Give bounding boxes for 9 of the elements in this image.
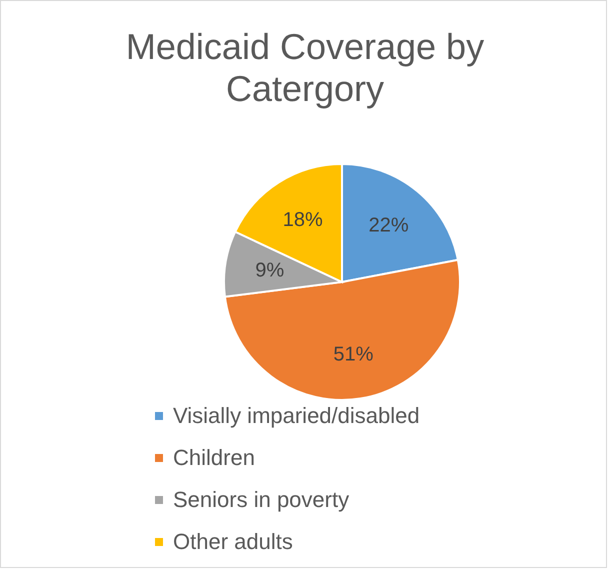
- legend-label: Other adults: [173, 529, 293, 555]
- data-label: 18%: [282, 209, 324, 232]
- legend-label: Visially imparied/disabled: [173, 403, 420, 429]
- data-label: 22%: [368, 214, 409, 237]
- data-label: 9%: [255, 260, 284, 282]
- legend-label: Seniors in poverty: [173, 487, 350, 513]
- legend-label: Children: [173, 445, 255, 471]
- data-label: 51%: [333, 343, 374, 366]
- chart-title: Medicaid Coverage by Catergory: [124, 26, 486, 110]
